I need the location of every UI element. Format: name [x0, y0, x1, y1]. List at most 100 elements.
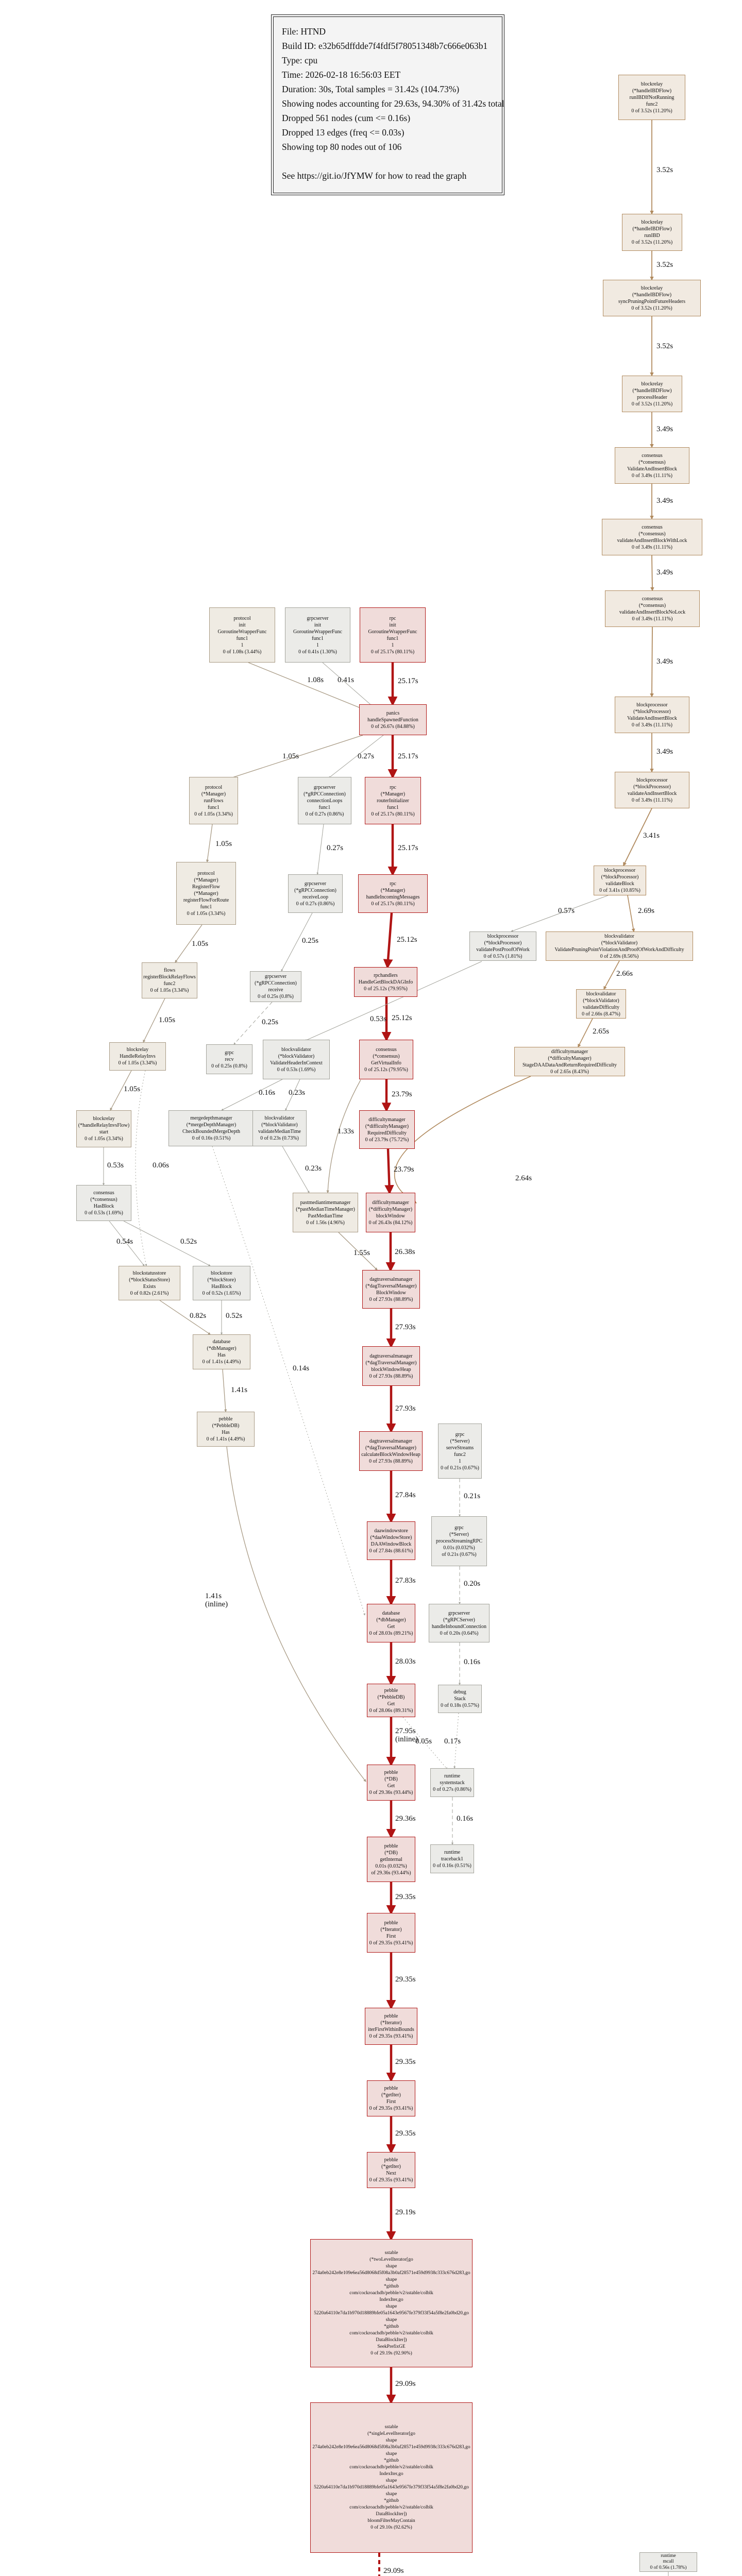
edge-weight-label: 28.03s [395, 1657, 416, 1666]
edge-weight-label: 0.27s [327, 844, 344, 852]
node-line: 0.01s (0.032%) [375, 1863, 407, 1869]
node-grpcserver-handleinboundconnection[interactable]: grpcserver (*gRPCServer) handleInboundConn… [429, 1604, 490, 1642]
edge-weight-label: 3.41s [643, 832, 660, 840]
node-dagtraversalmanager-blockwindowheap[interactable]: dagtraversalmanager (*dagTraversalManager… [362, 1346, 420, 1386]
node-protocol-registerflow[interactable]: protocol (*Manager) RegisterFlow (*Manager)… [176, 862, 236, 925]
node-daawindowstore-daawindowblock[interactable]: daawindowstore (*daaWindowStore) DAAWindow… [367, 1521, 415, 1560]
edge [623, 808, 652, 867]
node-blockprocessor-validateandinsertblock[interactable]: blockprocessor (*blockProcessor) validateA… [615, 772, 689, 808]
edge-weight-label: 27.93s [395, 1323, 416, 1331]
node-line: protocol [233, 615, 251, 621]
node-line: consensus [642, 524, 663, 530]
node-pebble-pebbledb-get[interactable]: pebble (*PebbleDB) Get 0 of 28.06s (89.31%) [367, 1684, 415, 1717]
node-line: (*Manager) [201, 791, 226, 797]
node-blockrelay-runibdifnotrunning-func2[interactable]: blockrelay (*handleIBDFlow) runIBDIfNotRun… [618, 75, 685, 120]
node-pebble-getiter-first[interactable]: pebble (*getIter) First 0 of 29.35s (93.41%… [367, 2080, 415, 2116]
node-database-dbmanager-get[interactable]: database (*dbManager) Get 0 of 28.03s (89.2… [367, 1604, 415, 1642]
node-sstable-singleleveliterator-bloomfiltermaycontain[interactable]: sstable (*singleLevelIterator[go shape 274a… [310, 2402, 473, 2553]
node-pebble-db-get[interactable]: pebble (*DB) Get 0 of 29.36s (93.44%) [367, 1765, 415, 1801]
node-line: (*singleLevelIterator[go [367, 2431, 415, 2436]
node-rpchandlers-handlegetblockdaginfo[interactable]: rpchandlers HandleGetBlockDAGInfo 0 of 25.… [354, 967, 417, 997]
node-line: 0 of 0.21s (0.67%) [441, 1465, 479, 1471]
node-pastmediantimemanager-pastmediantime[interactable]: pastmediantimemanager (*pastMedianTimeMan… [293, 1193, 358, 1232]
node-pebble-getiter-next[interactable]: pebble (*getIter) Next 0 of 29.35s (93.41%) [367, 2152, 415, 2188]
node-protocol-init-goroutinewrapperfunc[interactable]: protocol init GoroutineWrapperFunc func1 1 0 … [209, 607, 275, 663]
node-blockstatusstore-exists[interactable]: blockstatusstore (*blockStatusStore) Exist… [119, 1266, 180, 1300]
node-line: pastmediantimemanager [300, 1199, 351, 1206]
node-grpcserver-connectionloops-func1[interactable]: grpcserver (*gRPCConnection) connectionLoo… [298, 777, 351, 824]
node-difficultymanager-stagedaadata[interactable]: difficultymanager (*difficultyManager) Sta… [514, 1047, 625, 1076]
node-blockrelay-handlerelayinvs[interactable]: blockrelay HandleRelayInvs 0 of 1.05s (3.3… [109, 1042, 166, 1071]
node-database-dbmanager-has[interactable]: database (*dbManager) Has 0 of 1.41s (4.49%… [193, 1334, 250, 1369]
node-blockprocessor-validatepostproofofwork[interactable]: blockprocessor (*blockProcessor) validateP… [469, 931, 536, 961]
node-line: shape [385, 2317, 397, 2323]
node-blockvalidator-validateheaderincontext[interactable]: blockvalidator (*blockValidator) ValidateH… [263, 1040, 330, 1079]
node-line: shape [385, 2263, 397, 2269]
edge-weight-label: 3.52s [656, 342, 673, 350]
node-flows-registerblockrelayflows-func2[interactable]: flows registerBlockRelayFlows func2 0 of 1.… [142, 962, 197, 998]
node-runtime-traceback1[interactable]: runtime traceback1 0 of 0.16s (0.51%) [430, 1844, 474, 1873]
node-blockvalidator-validatemediantime[interactable]: blockvalidator (*blockValidator) validateM… [252, 1110, 307, 1146]
node-panics-handlespawnedfunction[interactable]: panics handleSpawnedFunction 0 of 26.67s (… [359, 704, 427, 735]
edge-weight-label: 2.64s [515, 1174, 532, 1182]
node-line: consensus [642, 452, 663, 459]
edge [282, 1146, 310, 1193]
edge-weight-label: 29.09s [395, 2380, 416, 2388]
node-line: pebble [384, 2086, 398, 2091]
node-consensus-validateandinsertblocknolock[interactable]: consensus (*consensus) validateAndInsertBl… [605, 590, 700, 627]
edge-weight-label: 2.66s [616, 970, 633, 978]
node-line: blockprocessor [487, 933, 519, 939]
edge [394, 1076, 531, 1204]
node-rpc-routerinitializer-func1[interactable]: rpc (*Manager) routerInitializer func1 0 of … [365, 777, 421, 824]
node-rpc-init-goroutinewrapperfunc[interactable]: rpc init GoroutineWrapperFunc func1 1 0 of 25… [360, 607, 426, 663]
node-difficultymanager-blockwindow[interactable]: difficultymanager (*difficultyManager) blo… [366, 1193, 415, 1232]
node-mergedepthmanager-checkboundedmergedepth[interactable]: mergedepthmanager (*mergeDepthManager) Che… [168, 1110, 254, 1146]
node-blockrelay-syncpruningpointfutureheaders[interactable]: blockrelay (*handleIBDFlow) syncPruningPoi… [603, 280, 701, 316]
edge [383, 912, 393, 969]
node-pebble-iterator-first[interactable]: pebble (*Iterator) First 0 of 29.35s (93.41… [367, 1913, 415, 1953]
node-consensus-validateandinsertblockwithlock[interactable]: consensus (*consensus) validateAndInsertBl… [602, 519, 702, 555]
node-debug-stack[interactable]: debug Stack 0 of 0.18s (0.57%) [438, 1685, 482, 1713]
node-pebble-iterfirstwithinbounds[interactable]: pebble (*Iterator) iterFirstWithinBounds 0 … [365, 2008, 417, 2045]
node-pebble-pebbledb-has[interactable]: pebble (*PebbleDB) Has 0 of 1.41s (4.49%) [197, 1412, 255, 1447]
edge-weight-label: 25.12s [392, 1014, 412, 1022]
node-blockrelay-processheader[interactable]: blockrelay (*handleIBDFlow) processHeader 0… [622, 376, 682, 412]
node-runtime-systemstack[interactable]: runtime systemstack 0 of 0.27s (0.86%) [430, 1768, 474, 1797]
node-grpc-recv[interactable]: grpc recv 0 of 0.25s (0.8%) [206, 1044, 252, 1074]
node-blockstore-hasblock[interactable]: blockstore (*blockStore) HasBlock 0 of 0.52… [193, 1266, 250, 1300]
node-line: (*blockStore) [207, 1277, 236, 1283]
profile-summary-line: File: HTND [282, 26, 326, 37]
node-line: difficultymanager [551, 1048, 588, 1055]
node-line: registerFlowForRoute [183, 897, 229, 903]
node-protocol-runflows-func1[interactable]: protocol (*Manager) runFlows func1 0 of 1.05… [189, 777, 238, 824]
node-line: 0 of 27.84s (88.61%) [369, 1548, 413, 1554]
node-dagtraversalmanager-calculateblockwindowheap[interactable]: dagtraversalmanager (*dagTraversalManager… [359, 1431, 423, 1471]
node-sstable-twoleveliterator-seekprefixge[interactable]: sstable (*twoLevelIterator[go shape 274a0eb… [310, 2239, 473, 2367]
node-pebble-db-getinternal[interactable]: pebble (*DB) getInternal 0.01s (0.032%) of 2… [367, 1837, 415, 1882]
node-difficultymanager-requireddifficulty[interactable]: difficultymanager (*difficultyManager) Req… [359, 1110, 415, 1149]
node-blockprocessor-validateandinsertblock-pub[interactable]: blockprocessor (*blockProcessor) ValidateA… [615, 697, 689, 733]
node-grpc-servestreams-func2[interactable]: grpc (*Server) serveStreams func2 1 0 of 0.21… [438, 1423, 482, 1479]
node-grpc-processstreamingrpc[interactable]: grpc (*Server) processStreamingRPC 0.01s (0… [431, 1516, 487, 1566]
node-consensus-validateandinsertblock[interactable]: consensus (*consensus) ValidateAndInsertBl… [615, 447, 689, 484]
node-line: blockrelay [641, 219, 663, 225]
node-blockrelay-handlerelayinvsflow-start[interactable]: blockrelay (*handleRelayInvsFlow) start 0 o… [76, 1110, 131, 1147]
node-blockprocessor-validateblock[interactable]: blockprocessor (*blockProcessor) validateB… [594, 866, 646, 895]
node-line: blockprocessor [636, 777, 668, 783]
node-line: pebble [384, 1770, 398, 1775]
node-grpcserver-receive[interactable]: grpcserver (*gRPCConnection) receive 0 of 0… [250, 971, 301, 1002]
node-blockvalidator-validatepruningpointviolation[interactable]: blockvalidator (*blockValidator) ValidateP… [546, 931, 693, 961]
node-grpcserver-init-goroutinewrapperfunc[interactable]: grpcserver init GoroutineWrapperFunc func1 1… [285, 607, 350, 663]
node-dagtraversalmanager-blockwindow[interactable]: dagtraversalmanager (*dagTraversalManager… [362, 1270, 420, 1309]
node-grpcserver-receiveloop[interactable]: grpcserver (*gRPCConnection) receiveLoop 0 … [288, 874, 343, 913]
node-blockrelay-runibd[interactable]: blockrelay (*handleIBDFlow) runIBD 0 of 3.5… [622, 214, 682, 251]
node-rpc-handleincomingmessages[interactable]: rpc (*Manager) handleIncomingMessages 0 of … [358, 874, 428, 913]
node-consensus-hasblock[interactable]: consensus (*consensus) HasBlock 0 of 0.53s … [76, 1185, 131, 1221]
edge-weight-label: 25.12s [397, 936, 417, 944]
node-blockvalidator-validatedifficulty[interactable]: blockvalidator (*blockValidator) validateD… [576, 989, 626, 1019]
node-runtime-mcall[interactable]: runtime mcall 0 of 0.56s (1.78%) [639, 2552, 697, 2572]
node-consensus-getvirtualinfo[interactable]: consensus (*consensus) GetVirtualInfo 0 of … [359, 1040, 413, 1079]
edge-weight-label: 29.35s [395, 2129, 416, 2138]
node-line: 0 of 0.53s (1.69%) [277, 1066, 316, 1073]
node-line: rpc [390, 880, 396, 887]
